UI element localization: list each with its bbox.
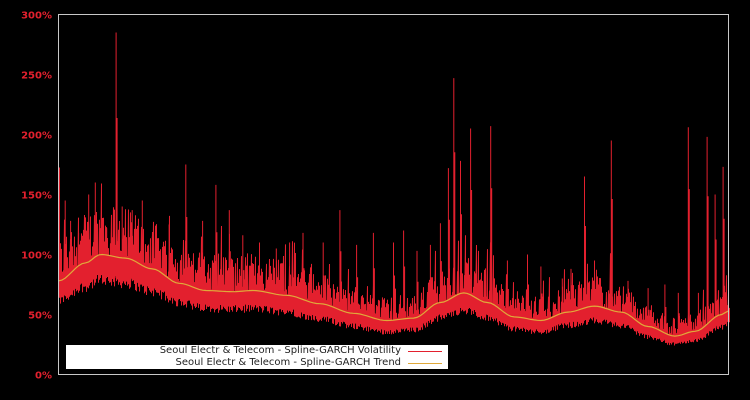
legend-item-trend: Seoul Electr & Telecom - Spline-GARCH Tr… — [176, 357, 448, 369]
legend-label-trend: Seoul Electr & Telecom - Spline-GARCH Tr… — [175, 357, 401, 368]
y-tick-label: 100% — [21, 251, 52, 262]
y-tick-label: 250% — [21, 71, 52, 82]
legend-swatch-volatility — [408, 350, 442, 352]
y-tick-label: 300% — [21, 11, 52, 22]
y-axis: 0% 50% 100% 150% 200% 250% 300% — [21, 11, 52, 382]
legend-label-volatility: Seoul Electr & Telecom - Spline-GARCH Vo… — [159, 345, 401, 356]
y-tick-label: 200% — [21, 131, 52, 142]
y-tick-label: 150% — [21, 191, 52, 202]
plot-frame — [58, 14, 729, 375]
legend-swatch-trend — [408, 362, 442, 364]
legend-item-volatility: Seoul Electr & Telecom - Spline-GARCH Vo… — [160, 345, 448, 357]
plot-area — [58, 32, 730, 346]
y-tick-label: 0% — [35, 371, 52, 382]
trend-series — [58, 253, 729, 337]
chart-legend: Seoul Electr & Telecom - Spline-GARCH Vo… — [66, 345, 448, 369]
y-tick-label: 50% — [28, 311, 52, 322]
volatility-series — [58, 32, 730, 346]
